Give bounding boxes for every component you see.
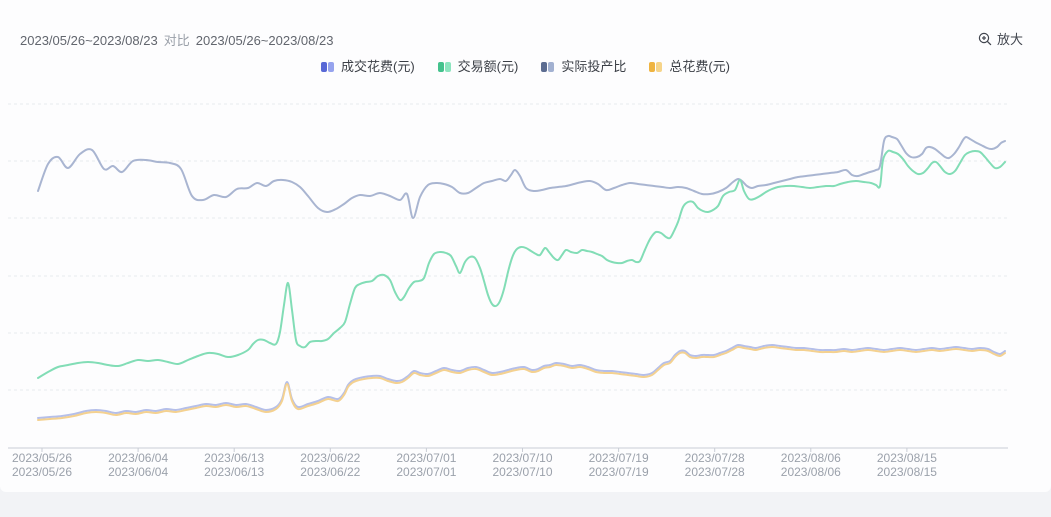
legend-marker-icon <box>320 62 334 72</box>
x-axis-label: 2023/07/28 <box>685 451 745 465</box>
x-axis-label-compare: 2023/07/10 <box>492 465 552 479</box>
x-axis-label-compare: 2023/06/04 <box>108 465 168 479</box>
date-range-title: 2023/05/26~2023/08/23 对比 2023/05/26~2023/0… <box>20 30 333 49</box>
legend-item-deal-spend[interactable]: 成交花费(元) <box>320 59 415 74</box>
series-line-交易额(元) <box>37 149 1006 379</box>
legend-marker-icon <box>541 62 555 72</box>
compare-word: 对比 <box>163 33 190 48</box>
legend-marker-icon <box>649 62 663 72</box>
x-axis-label-compare: 2023/08/06 <box>781 465 841 479</box>
legend-label: 总花费(元) <box>669 59 731 74</box>
zoom-in-button[interactable]: 放大 <box>978 29 1023 48</box>
x-axis-label: 2023/07/10 <box>492 451 552 465</box>
legend-label: 成交花费(元) <box>340 59 415 74</box>
x-axis-label-compare: 2023/07/19 <box>589 465 649 479</box>
legend-label: 实际投产比 <box>561 59 627 74</box>
legend-item-actual-roi[interactable]: 实际投产比 <box>541 60 626 74</box>
legend-label: 交易额(元) <box>457 59 519 74</box>
x-axis-label-compare: 2023/06/22 <box>300 465 360 479</box>
legend-item-transaction-amount[interactable]: 交易额(元) <box>437 59 519 74</box>
x-axis-label-compare: 2023/08/15 <box>877 465 937 479</box>
x-axis-label: 2023/07/19 <box>589 451 649 465</box>
x-axis-label-compare: 2023/05/26 <box>12 465 72 479</box>
legend-marker-icon <box>437 62 451 72</box>
series-line-实际投产比 <box>37 134 1006 220</box>
x-axis-label-compare: 2023/07/28 <box>685 465 745 479</box>
x-axis-label: 2023/06/13 <box>204 451 264 465</box>
x-axis-label-compare: 2023/06/13 <box>204 465 264 479</box>
x-axis-label: 2023/06/04 <box>108 451 168 465</box>
x-axis-label: 2023/05/26 <box>12 451 72 465</box>
x-axis-label: 2023/07/01 <box>396 451 456 465</box>
date-range-primary: 2023/05/26~2023/08/23 <box>20 33 158 48</box>
chart-card: 2023/05/26 2023/05/26 2023/06/04 2023/06/04… <box>0 0 1051 492</box>
series-line-成交花费(元) <box>37 343 1006 419</box>
date-range-compare: 2023/05/26~2023/08/23 <box>195 33 334 48</box>
series-line-总花费(元) <box>37 345 1006 421</box>
legend-item-total-spend[interactable]: 总花费(元) <box>649 60 730 74</box>
x-axis-label: 2023/08/15 <box>877 451 937 465</box>
zoom-in-icon <box>978 32 992 46</box>
zoom-in-label: 放大 <box>996 32 1023 47</box>
x-axis-label-compare: 2023/07/01 <box>396 465 456 479</box>
x-axis-label: 2023/08/06 <box>781 451 841 465</box>
legend: 成交花费(元) 交易额(元) 实际投产比 总花费(元) <box>0 60 1051 74</box>
x-axis-label: 2023/06/22 <box>300 451 360 465</box>
